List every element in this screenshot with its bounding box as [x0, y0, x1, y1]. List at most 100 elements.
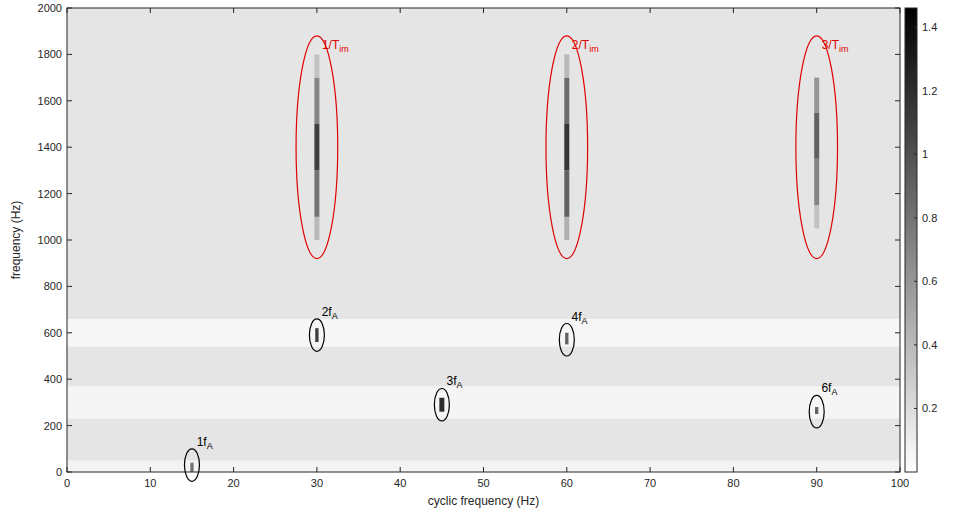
y-tick [895, 8, 900, 9]
x-tick-label: 90 [811, 477, 823, 489]
cell [314, 124, 319, 170]
y-tick [895, 286, 900, 287]
annotation-text: 2/T [572, 38, 590, 52]
annotation-subscript: im [589, 44, 599, 54]
annotation-label: 3/Tim [822, 38, 849, 54]
colorbar-tick [914, 217, 917, 218]
y-tick [67, 100, 72, 101]
y-tick [67, 240, 72, 241]
cell [564, 170, 569, 216]
y-tick-label: 600 [44, 327, 62, 339]
cell [190, 463, 193, 472]
annotation-subscript: im [339, 44, 349, 54]
colorbar-tick [914, 154, 917, 155]
annotation-label: 1/Tim [322, 38, 349, 54]
x-tick-label: 100 [891, 477, 909, 489]
y-tick [895, 193, 900, 194]
cell [67, 386, 900, 418]
annotation-label: 1fA [197, 435, 213, 451]
colorbar-tick [914, 90, 917, 91]
x-tick [650, 467, 651, 472]
cell [814, 112, 819, 158]
cell [565, 333, 568, 345]
cell [564, 124, 569, 170]
x-tick [400, 8, 401, 13]
chart: 0102030405060708090100020040060080010001… [0, 0, 957, 521]
x-tick-label: 40 [394, 477, 406, 489]
annotation-subscript: im [839, 44, 849, 54]
y-tick [67, 147, 72, 148]
y-tick-label: 800 [44, 280, 62, 292]
cell [314, 217, 319, 240]
y-tick-label: 200 [44, 420, 62, 432]
x-tick [733, 8, 734, 13]
annotation-ellipse [296, 36, 338, 259]
y-tick [895, 472, 900, 473]
x-tick [566, 8, 567, 13]
cell [67, 8, 900, 472]
colorbar-tick [914, 344, 917, 345]
x-tick [900, 467, 901, 472]
y-tick [895, 147, 900, 148]
x-tick-label: 70 [644, 477, 656, 489]
y-tick [67, 472, 72, 473]
y-tick-label: 1800 [38, 48, 62, 60]
x-tick [67, 467, 68, 472]
x-tick [233, 8, 234, 13]
annotation-ellipse [546, 36, 588, 259]
cell [67, 460, 900, 472]
x-tick [900, 8, 901, 13]
x-tick-label: 20 [227, 477, 239, 489]
x-tick-label: 30 [311, 477, 323, 489]
x-tick [650, 8, 651, 13]
annotation-label: 4fA [572, 310, 588, 326]
y-tick-label: 0 [56, 466, 62, 478]
y-tick-label: 2000 [38, 2, 62, 14]
y-tick [67, 286, 72, 287]
y-tick [895, 425, 900, 426]
annotations: 1/Tim2/Tim3/Tim1fA2fA3fA4fA6fA [184, 36, 848, 481]
y-tick [895, 240, 900, 241]
annotation-subscript: A [332, 311, 338, 321]
x-tick [233, 467, 234, 472]
annotation-subscript: A [207, 441, 213, 451]
y-tick-label: 1400 [38, 141, 62, 153]
y-tick [67, 54, 72, 55]
cell [315, 328, 318, 342]
x-tick [150, 467, 151, 472]
x-tick-label: 60 [561, 477, 573, 489]
annotation-label: 2fA [322, 305, 338, 321]
x-tick [400, 467, 401, 472]
plot-frame [67, 8, 900, 472]
y-tick [895, 332, 900, 333]
annotation-label: 3fA [447, 374, 463, 390]
x-tick-label: 80 [727, 477, 739, 489]
x-tick [316, 467, 317, 472]
x-axis-title: cyclic frequency (Hz) [428, 494, 539, 508]
annotation-ellipse [309, 319, 324, 351]
annotation-ellipse [434, 388, 449, 420]
annotation-ellipse [809, 395, 824, 427]
annotation-subscript: A [831, 387, 837, 397]
x-tick [816, 8, 817, 13]
colorbar-tick-label: 1.4 [922, 21, 937, 33]
cell [814, 205, 819, 228]
annotation-text: 3/T [822, 38, 840, 52]
colorbar-tick-label: 0.2 [922, 402, 937, 414]
colorbar-tick-label: 0.6 [922, 275, 937, 287]
colorbar-tick [914, 281, 917, 282]
x-tick [150, 8, 151, 13]
annotation-ellipse [796, 36, 838, 259]
colorbar-tick [914, 27, 917, 28]
y-tick-label: 1000 [38, 234, 62, 246]
annotation-text: 1/T [322, 38, 340, 52]
cell [314, 54, 319, 77]
cell [815, 407, 818, 414]
annotation-label: 2/Tim [572, 38, 599, 54]
cell [314, 170, 319, 216]
colorbar-tick-label: 1 [922, 148, 928, 160]
x-tick [566, 467, 567, 472]
x-tick-label: 50 [477, 477, 489, 489]
colorbar-tick [914, 408, 917, 409]
colorbar [905, 8, 917, 472]
